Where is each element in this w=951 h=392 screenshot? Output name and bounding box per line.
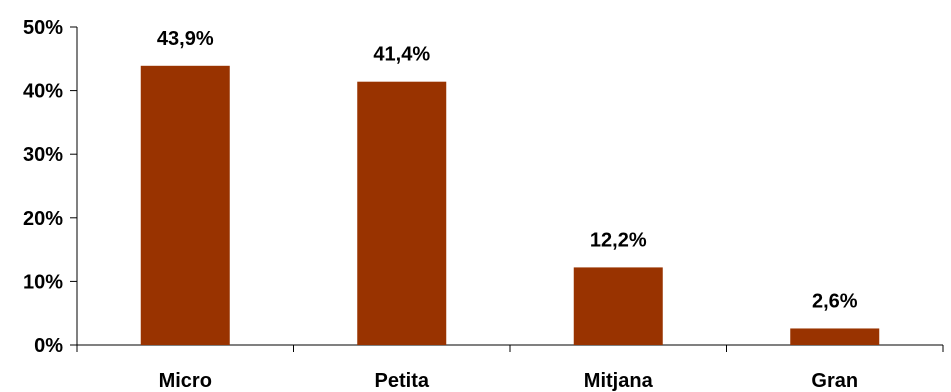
y-tick-label: 10% <box>23 271 63 293</box>
data-label: 12,2% <box>590 229 647 251</box>
bar-micro <box>140 65 230 346</box>
data-labels: 43,9% 41,4% 12,2% 2,6% <box>157 28 858 313</box>
x-axis: Micro Petita Mitjana Gran <box>76 344 944 392</box>
x-tick-label: Mitjana <box>584 370 654 392</box>
y-tick-label: 30% <box>23 144 63 166</box>
x-tick-label: Gran <box>811 370 858 392</box>
y-tick-label: 20% <box>23 208 63 230</box>
data-label: 41,4% <box>373 44 430 66</box>
y-tick-label: 40% <box>23 81 63 103</box>
bar-gran <box>790 328 880 345</box>
x-tick-label: Petita <box>375 370 430 392</box>
y-tick-label: 0% <box>34 335 63 357</box>
bar-petita <box>357 81 447 346</box>
data-label: 43,9% <box>157 28 214 50</box>
bars <box>140 65 880 346</box>
bar-mitjana <box>573 267 663 345</box>
x-tick-label: Micro <box>159 370 212 392</box>
data-label: 2,6% <box>812 290 858 312</box>
y-tick-label: 50% <box>23 17 63 39</box>
y-axis: 0% 10% 20% 30% 40% 50% <box>23 17 78 357</box>
